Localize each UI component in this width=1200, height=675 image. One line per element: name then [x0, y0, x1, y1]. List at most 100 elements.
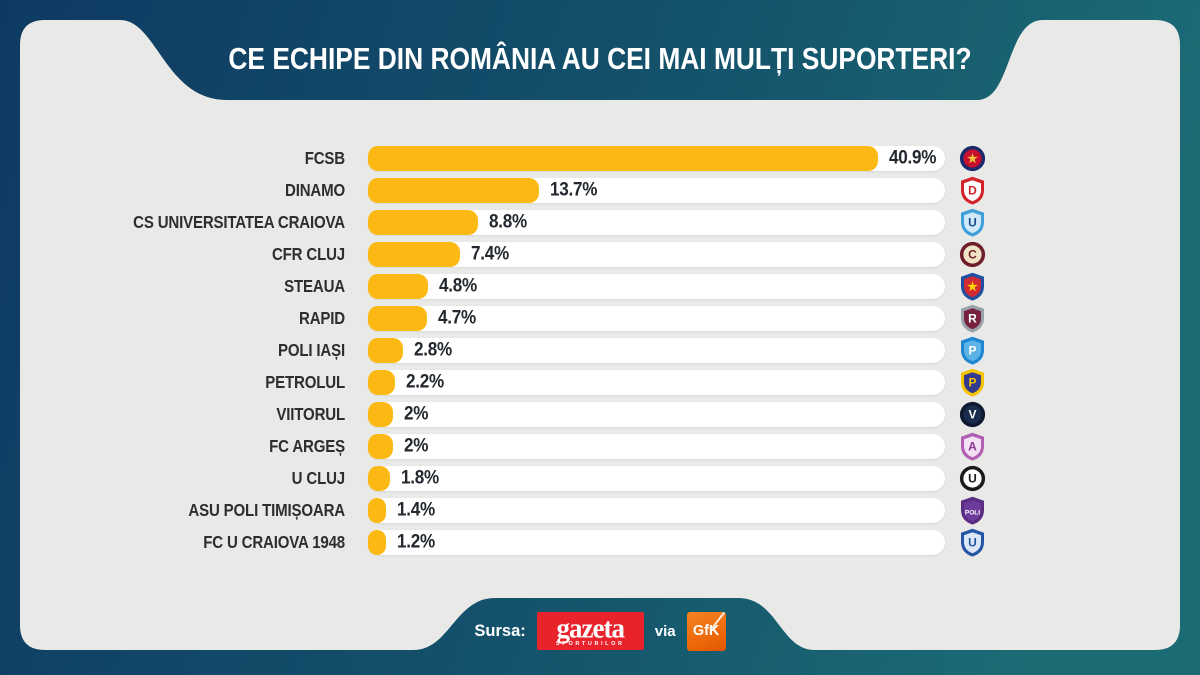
bar-value-label: 40.9% — [889, 147, 937, 169]
svg-text:V: V — [968, 408, 976, 422]
gazeta-logo-subtext: SPORTURILOR — [555, 640, 625, 647]
bar-fill — [368, 274, 428, 299]
bar-track: 2% — [368, 434, 945, 459]
team-name-label: VIITORUL — [276, 404, 345, 424]
source-footer: Sursa: gazeta SPORTURILOR via GfK — [0, 609, 1200, 653]
team-row: U CLUJ 1.8% U — [60, 465, 995, 492]
team-name-label: RAPID — [299, 308, 345, 328]
card-background — [20, 20, 1180, 650]
u-cluj-crest-icon: U — [959, 465, 986, 492]
cfr-cluj-crest-icon: C — [959, 241, 986, 268]
bar-value-label: 7.4% — [471, 243, 510, 265]
poli-iasi-crest-icon: P — [961, 336, 984, 365]
bar-value-label: 1.4% — [397, 499, 435, 521]
team-name-label: U CLUJ — [291, 468, 345, 488]
cs-universitatea-craiova-crest-icon: U — [961, 208, 984, 237]
bar-value-label: 1.2% — [397, 531, 435, 553]
bar-track: 4.8% — [368, 274, 945, 299]
bar-value-label: 8.8% — [488, 211, 527, 233]
bar-fill — [368, 306, 427, 331]
team-name-label: DINAMO — [285, 180, 345, 200]
team-row: DINAMO 13.7% D — [60, 176, 995, 205]
team-row: FC U CRAIOVA 1948 1.2% U — [60, 528, 995, 557]
bar-fill — [368, 498, 386, 523]
rapid-crest-icon: R — [961, 304, 984, 333]
team-row: CS UNIVERSITATEA CRAIOVA 8.8% U — [60, 208, 995, 237]
bar-track: 4.7% — [368, 306, 945, 331]
dinamo-crest-icon: D — [961, 176, 984, 205]
bar-value-label: 2% — [403, 403, 429, 425]
bar-track: 7.4% — [368, 242, 945, 267]
bar-chart: FCSB 40.9% ★ DINAMO 13.7% D CS UNIVERSIT… — [60, 145, 995, 562]
bar-fill — [368, 178, 539, 203]
fcsb-crest-icon: ★ — [959, 145, 986, 172]
team-name-label: CS UNIVERSITATEA CRAIOVA — [133, 212, 345, 232]
fc-arges-crest-icon: A — [961, 432, 984, 461]
team-row: CFR CLUJ 7.4% C — [60, 241, 995, 268]
bar-value-label: 2% — [403, 435, 429, 457]
bar-value-label: 13.7% — [549, 179, 597, 201]
bar-fill — [368, 530, 386, 555]
bar-fill — [368, 434, 393, 459]
bar-track: 8.8% — [368, 210, 945, 235]
bar-track: 40.9% — [368, 146, 945, 171]
svg-text:D: D — [968, 184, 977, 198]
bar-track: 1.2% — [368, 530, 945, 555]
svg-text:C: C — [968, 248, 977, 262]
svg-text:A: A — [968, 440, 977, 454]
svg-text:P: P — [968, 344, 976, 358]
svg-text:★: ★ — [967, 152, 978, 166]
asu-poli-timisoara-crest-icon: POLI — [961, 496, 984, 525]
bar-fill — [368, 338, 403, 363]
team-row: FC ARGEȘ 2% A — [60, 432, 995, 461]
svg-text:U: U — [968, 536, 977, 550]
gfk-logo-text: GfK — [692, 623, 720, 639]
team-row: POLI IAȘI 2.8% P — [60, 336, 995, 365]
team-row: ASU POLI TIMIȘOARA 1.4% POLI — [60, 496, 995, 525]
petrolul-crest-icon: P — [961, 368, 984, 397]
bar-value-label: 1.8% — [401, 467, 440, 489]
bar-track: 2% — [368, 402, 945, 427]
team-name-label: ASU POLI TIMIȘOARA — [188, 500, 345, 520]
bar-track: 2.8% — [368, 338, 945, 363]
bar-track: 1.4% — [368, 498, 945, 523]
team-row: FCSB 40.9% ★ — [60, 145, 995, 172]
bar-value-label: 4.7% — [437, 307, 476, 329]
steaua-crest-icon: ★ — [961, 272, 984, 301]
bar-fill — [368, 210, 478, 235]
fc-u-craiova-1948-crest-icon: U — [961, 528, 984, 557]
bar-fill — [368, 370, 396, 395]
team-name-label: STEAUA — [284, 276, 345, 296]
bar-value-label: 2.2% — [406, 371, 445, 393]
gazeta-logo-word: gazeta — [556, 611, 625, 644]
viitorul-crest-icon: V — [959, 401, 986, 428]
team-row: RAPID 4.7% R — [60, 304, 995, 333]
svg-text:R: R — [968, 312, 977, 326]
svg-text:U: U — [968, 216, 977, 230]
gazeta-sporturilor-logo: gazeta SPORTURILOR — [536, 611, 644, 650]
bar-track: 1.8% — [368, 466, 945, 491]
bar-track: 2.2% — [368, 370, 945, 395]
bar-fill — [368, 146, 879, 171]
via-label: via — [654, 622, 676, 640]
svg-text:★: ★ — [967, 280, 978, 294]
team-name-label: FC ARGEȘ — [269, 436, 345, 456]
svg-text:POLI: POLI — [965, 510, 980, 517]
bar-fill — [368, 466, 391, 491]
team-name-label: CFR CLUJ — [271, 244, 345, 264]
bar-track: 13.7% — [368, 178, 945, 203]
bar-value-label: 2.8% — [413, 339, 452, 361]
team-name-label: FCSB — [304, 148, 345, 168]
gfk-logo: GfK — [686, 611, 726, 651]
page-title: CE ECHIPE DIN ROMÂNIA AU CEI MAI MULȚI S… — [228, 41, 972, 76]
team-row: PETROLUL 2.2% P — [60, 368, 995, 397]
team-row: VIITORUL 2% V — [60, 401, 995, 428]
svg-text:P: P — [968, 376, 976, 390]
bar-fill — [368, 242, 461, 267]
team-name-label: FC U CRAIOVA 1948 — [203, 532, 345, 552]
team-row: STEAUA 4.8% ★ — [60, 272, 995, 301]
source-label: Sursa: — [474, 621, 526, 640]
svg-text:U: U — [968, 472, 977, 486]
